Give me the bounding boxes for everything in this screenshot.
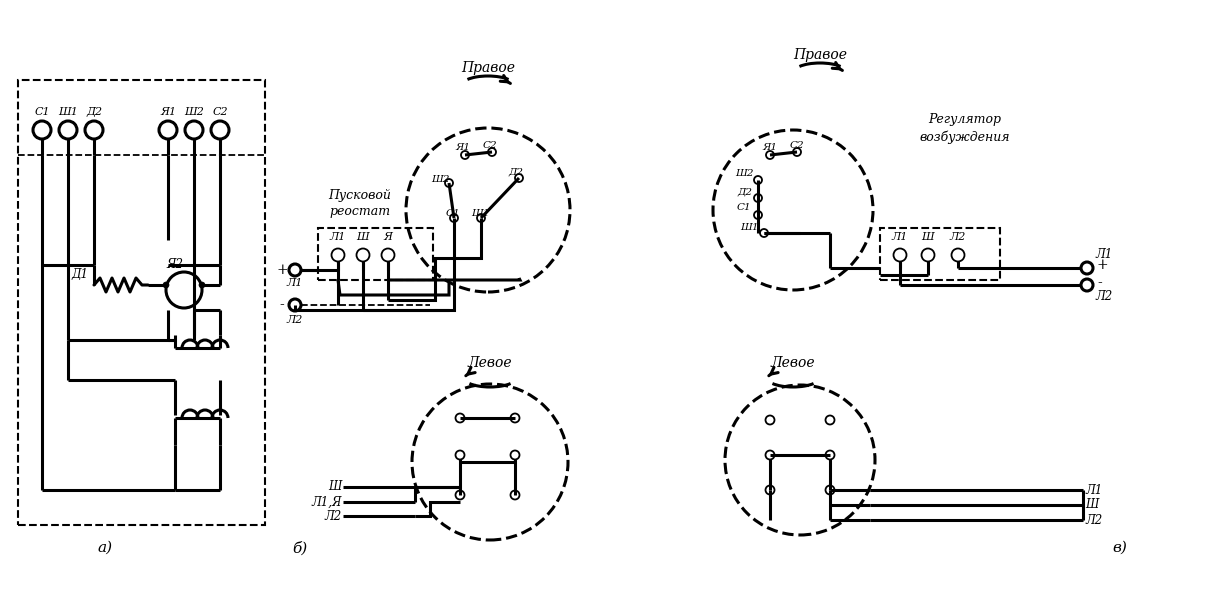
Text: +: + (276, 263, 287, 277)
Text: С1: С1 (34, 107, 50, 117)
Text: Правое: Правое (461, 61, 515, 75)
Text: +: + (1097, 258, 1108, 272)
Text: Ш1: Ш1 (740, 224, 758, 233)
Text: Л2: Л2 (286, 315, 302, 325)
Text: Д2: Д2 (509, 167, 523, 176)
Text: Л1: Л1 (1095, 248, 1112, 261)
Bar (881, 228, 1000, 280)
Text: С2: С2 (483, 141, 498, 150)
Text: Я1: Я1 (455, 144, 471, 152)
Circle shape (199, 282, 205, 288)
Text: Л2: Л2 (950, 232, 966, 242)
Text: Ш1: Ш1 (471, 209, 489, 218)
Text: в): в) (1113, 541, 1128, 555)
Text: реостат: реостат (329, 206, 390, 218)
Text: Л1,Я: Л1,Я (312, 496, 342, 508)
Text: Я1: Я1 (762, 144, 778, 152)
Text: Ш2: Ш2 (735, 169, 753, 178)
Text: Ш: Ш (329, 481, 342, 493)
Text: Я: Я (384, 232, 393, 242)
Text: Пусковой: Пусковой (329, 188, 391, 202)
Text: Левое: Левое (770, 356, 816, 370)
Text: Я1: Я1 (160, 107, 176, 117)
Text: Левое: Левое (467, 356, 512, 370)
Text: С2: С2 (790, 141, 805, 150)
Text: Ш2: Ш2 (185, 107, 204, 117)
Text: Ш2: Ш2 (430, 175, 449, 185)
Text: Я2: Я2 (166, 258, 183, 271)
Circle shape (163, 282, 169, 288)
Text: Д2: Д2 (86, 107, 102, 117)
Text: Л1: Л1 (286, 278, 302, 288)
Text: Л1: Л1 (1085, 484, 1102, 496)
Text: С1: С1 (445, 209, 460, 218)
Text: Ш: Ш (922, 232, 934, 242)
Text: Л2: Л2 (1095, 291, 1112, 304)
Text: возбуждения: возбуждения (920, 130, 1010, 144)
Text: Ш: Ш (357, 232, 369, 242)
Text: -: - (1097, 276, 1102, 290)
Text: а): а) (98, 541, 113, 555)
Bar (318, 228, 433, 280)
Text: Д1: Д1 (71, 269, 88, 282)
Text: Правое: Правое (793, 48, 848, 62)
Text: Ш: Ш (1085, 499, 1098, 511)
Text: Ш1: Ш1 (57, 107, 78, 117)
Text: б): б) (292, 541, 308, 555)
Bar (18, 80, 265, 525)
Text: Д2: Д2 (737, 188, 752, 197)
Text: Л2: Л2 (1085, 514, 1102, 526)
Text: Л1: Л1 (892, 232, 909, 242)
Text: Регулятор: Регулятор (928, 114, 1002, 127)
Text: Л2: Л2 (325, 509, 342, 523)
Text: С1: С1 (736, 203, 751, 212)
Text: Л1: Л1 (330, 232, 346, 242)
Text: -: - (280, 298, 285, 312)
Text: С2: С2 (212, 107, 227, 117)
